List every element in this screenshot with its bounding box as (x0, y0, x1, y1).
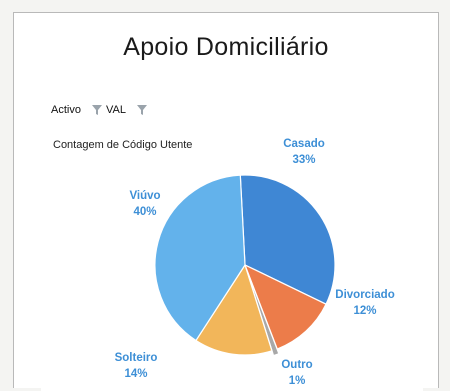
chart-frame: Apoio Domiciliário Activo VAL Contagem d… (13, 12, 439, 391)
data-label-percent: 33% (292, 154, 315, 166)
data-label-category: Viúvo (129, 190, 160, 202)
data-label-category: Casado (283, 138, 325, 150)
pie-slice-viúvo[interactable] (154, 174, 246, 342)
filter-field-label: Activo (51, 104, 81, 116)
plot-area: Activo VAL Contagem de Código Utente Cas… (41, 91, 423, 391)
data-label-percent: 40% (133, 206, 156, 218)
pie-slice-casado[interactable] (239, 174, 336, 305)
data-label-category: Solteiro (115, 352, 158, 364)
filter-val-button[interactable] (136, 104, 151, 116)
filter-activo-button[interactable]: VAL (91, 104, 126, 116)
funnel-icon (91, 105, 102, 115)
filter-value-label: VAL (105, 104, 126, 116)
pie-slice-divorciado[interactable] (243, 263, 327, 350)
data-label-percent: 14% (124, 368, 147, 380)
pie-slice-outro[interactable] (246, 269, 280, 357)
chart-title: Apoio Domiciliário (123, 33, 329, 61)
measure-label: Contagem de Código Utente (53, 139, 193, 151)
data-label-category: Outro (281, 359, 312, 371)
pie-slice-solteiro[interactable] (195, 263, 273, 356)
data-label-percent: 1% (289, 375, 306, 387)
data-label-percent: 12% (353, 305, 376, 317)
filter-bar: Activo VAL (51, 104, 151, 116)
data-label-category: Divorciado (335, 289, 394, 301)
funnel-icon (136, 105, 147, 115)
pie-chart: Casado 33% Divorciado 12% Outro 1% Solteiro 14%… (115, 138, 395, 387)
